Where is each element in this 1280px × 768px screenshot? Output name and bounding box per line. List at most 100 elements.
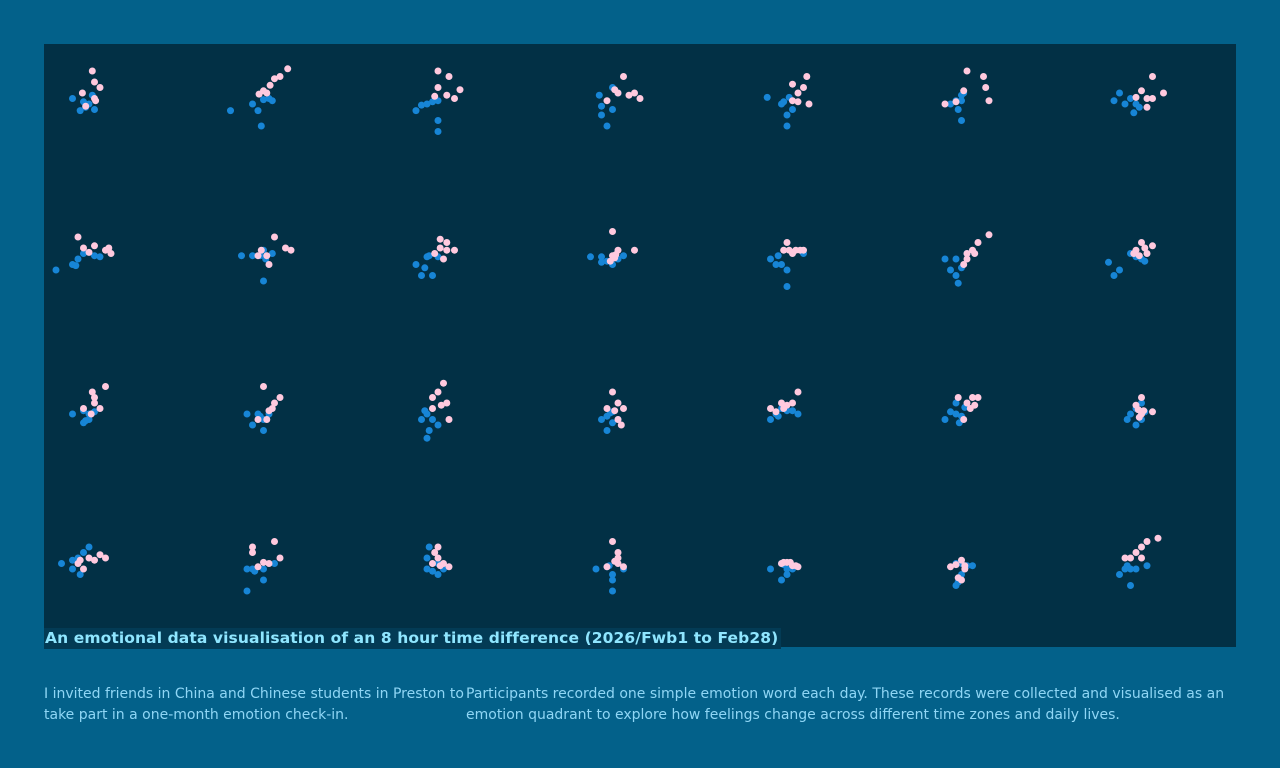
china-point-20-2: [952, 410, 960, 418]
china-point-23-1: [243, 565, 251, 573]
preston-point-25-1: [609, 538, 616, 545]
china-point-14-6: [1110, 272, 1118, 279]
china-point-5-7: [789, 106, 796, 113]
preston-point-13-1: [974, 239, 982, 246]
preston-point-7-4: [1149, 95, 1156, 102]
preston-point-10-2: [443, 246, 451, 254]
china-point-4-4: [598, 102, 605, 110]
scatter-panel-7: [1110, 73, 1167, 117]
scatter-panel-9: [238, 233, 295, 285]
china-point-12-5: [778, 261, 785, 268]
china-point-20-1: [947, 408, 954, 416]
preston-point-18-4: [614, 416, 622, 423]
china-point-15-7: [82, 417, 90, 425]
china-point-12-2: [772, 261, 780, 268]
preston-point-1-7: [91, 95, 98, 102]
preston-point-15-4: [91, 399, 98, 407]
preston-point-16-4: [263, 416, 271, 423]
china-point-25-2: [609, 571, 616, 578]
preston-point-28-1: [1121, 554, 1129, 562]
china-point-21-5: [1123, 416, 1131, 423]
preston-point-25-2: [614, 549, 622, 556]
china-point-19-5: [794, 410, 802, 418]
china-point-18-1: [598, 416, 605, 423]
scatter-panel-6: [941, 67, 993, 124]
china-point-20-4: [952, 399, 960, 407]
china-point-28-7: [1123, 562, 1131, 570]
preston-point-3-7: [431, 92, 439, 100]
preston-point-23-2: [249, 543, 256, 551]
preston-point-24-5: [445, 563, 453, 571]
preston-point-2-7: [263, 89, 271, 97]
preston-point-9-7: [254, 252, 262, 260]
preston-point-14-5: [1135, 252, 1143, 260]
preston-point-14-4: [1143, 250, 1151, 257]
china-point-16-4: [249, 421, 256, 429]
preston-point-1-6: [82, 102, 90, 110]
preston-point-22-6: [91, 556, 98, 564]
preston-point-5-3: [794, 89, 802, 97]
china-point-22-4: [69, 565, 76, 573]
china-point-8-7: [72, 262, 80, 270]
preston-point-5-4: [789, 80, 796, 88]
chart-panel: [44, 44, 1236, 647]
china-point-4-5: [603, 122, 611, 130]
preston-point-12-1: [783, 239, 791, 246]
china-point-11-2: [598, 253, 605, 261]
preston-point-8-7: [85, 248, 93, 256]
preston-point-27-6: [952, 561, 960, 569]
preston-point-2-2: [266, 81, 274, 89]
preston-point-24-6: [431, 549, 439, 556]
preston-point-28-3: [1132, 549, 1140, 556]
preston-point-14-7: [1130, 250, 1138, 257]
preston-point-21-7: [1140, 407, 1148, 415]
preston-point-23-3: [265, 560, 273, 567]
china-point-17-7: [421, 407, 429, 415]
china-point-15-1: [69, 410, 76, 418]
scatter-panel-14: [1105, 239, 1156, 279]
scatter-panel-12: [767, 239, 807, 290]
china-point-10-6: [421, 264, 429, 272]
china-point-23-3: [260, 565, 267, 573]
preston-point-19-3: [789, 399, 796, 407]
preston-point-14-1: [1138, 239, 1145, 246]
preston-point-1-4: [78, 89, 86, 97]
preston-point-11-6: [606, 257, 614, 265]
preston-point-1-3: [96, 84, 104, 91]
preston-point-4-1: [620, 73, 627, 80]
china-point-22-7: [76, 571, 84, 578]
china-point-8-5: [91, 252, 98, 260]
china-point-24-3: [434, 571, 442, 578]
china-point-8-4: [80, 250, 87, 257]
preston-point-6-6: [952, 98, 960, 106]
preston-point-19-6: [772, 408, 780, 416]
preston-point-21-3: [1135, 413, 1143, 421]
china-point-3-6: [418, 101, 425, 109]
china-point-14-1: [1105, 258, 1112, 266]
preston-point-13-5: [960, 261, 968, 268]
preston-point-16-5: [254, 416, 262, 423]
china-point-4-2: [598, 111, 605, 119]
preston-point-15-7: [87, 410, 95, 418]
preston-point-25-7: [611, 557, 619, 565]
china-point-25-4: [609, 587, 616, 595]
china-point-7-6: [1127, 95, 1134, 102]
description-right: Participants recorded one simple emotion…: [466, 686, 1225, 723]
emotion-quadrant-grid: [52, 65, 1167, 595]
scatter-panel-27: [947, 556, 976, 589]
preston-point-3-3: [456, 86, 464, 94]
preston-point-2-6: [255, 90, 263, 98]
china-point-23-5: [271, 560, 278, 567]
china-point-16-5: [260, 427, 267, 434]
china-point-2-7: [257, 122, 265, 130]
china-point-5-1: [763, 93, 771, 101]
preston-point-10-3: [440, 255, 447, 263]
preston-point-19-2: [778, 399, 785, 407]
preston-point-28-5: [1143, 538, 1151, 545]
scatter-panel-4: [595, 73, 644, 130]
preston-point-9-1: [271, 233, 278, 241]
china-point-9-4: [260, 277, 267, 285]
preston-point-4-3: [636, 95, 644, 102]
china-point-7-2: [1116, 89, 1123, 97]
china-point-7-7: [1121, 100, 1129, 108]
